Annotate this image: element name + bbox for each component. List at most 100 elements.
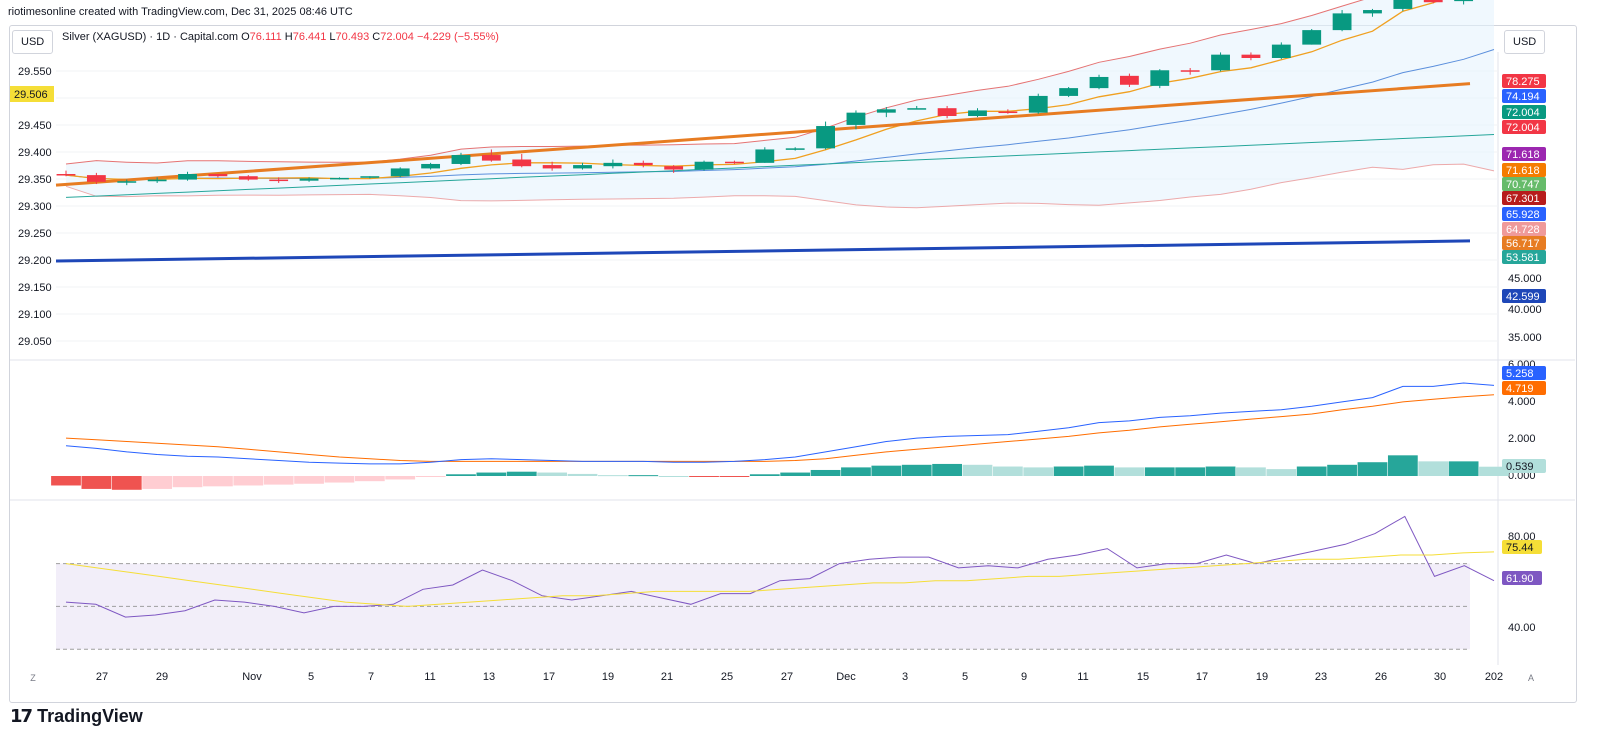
candle-body[interactable] [1393,0,1413,9]
candle-body[interactable] [512,159,532,167]
candle-body[interactable] [1211,54,1230,71]
x-axis-tick: 21 [661,671,673,683]
candle-body[interactable] [1423,0,1443,3]
macd-histogram-bar [567,473,598,476]
candle-body[interactable] [117,181,137,183]
macd-histogram-bar [385,476,416,480]
candle-body[interactable] [86,175,106,182]
macd-histogram-bar [1084,465,1114,476]
currency-left-button[interactable]: USD [12,30,54,54]
macd-histogram-bar [1296,466,1327,476]
ema-short-line [65,0,1443,181]
candle-body[interactable] [1150,70,1170,86]
candle-body[interactable] [1271,44,1291,58]
candle-body[interactable] [178,174,197,180]
candle-body[interactable] [1089,76,1109,89]
left-axis-tick: 29.550 [18,66,52,78]
macd-histogram-bar [780,472,811,476]
candle-body[interactable] [1454,0,1474,2]
candle-body[interactable] [1119,75,1139,85]
candle-body[interactable] [1180,70,1200,72]
macd-label: 4.719 [1506,383,1534,395]
candle-body[interactable] [481,155,501,161]
candle-body[interactable] [876,109,896,113]
symbol-title[interactable]: Silver (XAGUSD) · 1D · Capital.com [62,31,239,43]
price-label-bg [1502,105,1546,119]
left-axis-tick: 29.400 [18,147,52,159]
symbol-legend: Silver (XAGUSD) · 1D · Capital.com O76.1… [62,31,499,43]
candle-body[interactable] [785,148,805,150]
high-label: H [284,31,293,43]
candle-body[interactable] [208,174,228,177]
macd-histogram-bar [689,476,719,477]
candle-body[interactable] [816,126,835,149]
candle-body[interactable] [968,110,987,116]
candle-body[interactable] [451,155,471,164]
candle-body[interactable] [694,161,714,170]
macd-histogram-bar [51,476,81,486]
x-axis-tick: 17 [543,671,555,683]
candle-body[interactable] [299,178,319,181]
candle-body[interactable] [1241,54,1261,58]
candle-body[interactable] [725,161,744,164]
macd-histogram-bar [719,476,750,477]
left-axis-tick: 29.050 [18,336,52,348]
macd-histogram-bar [901,464,932,476]
price-label-bg [1502,163,1546,177]
candle-body[interactable] [907,108,927,110]
zoom-reset-icon[interactable]: Z [30,673,36,683]
x-axis-tick: 26 [1375,671,1387,683]
candle-body[interactable] [360,176,380,178]
macd-histogram-bar [1327,464,1357,476]
candle-body[interactable] [1332,13,1352,31]
rsi-label: 75.44 [1506,542,1534,554]
macd-histogram-bar [598,475,628,477]
ma-100-line [65,134,1495,198]
candle-body[interactable] [603,162,623,167]
left-axis-highlight-bg [10,86,54,102]
candle-body[interactable] [1363,10,1382,14]
rsi-label-bg [1502,540,1542,554]
candle-body[interactable] [937,108,957,116]
candle-body[interactable] [998,111,1018,114]
candle-body[interactable] [330,177,349,180]
candle-body[interactable] [147,179,167,182]
candle-body[interactable] [238,176,258,180]
candle-body[interactable] [846,112,866,125]
x-axis-tick: 15 [1137,671,1149,683]
candle-body[interactable] [755,149,775,163]
rsi-line [65,515,1495,618]
candle-body[interactable] [573,165,592,169]
auto-scale-icon[interactable]: A [1527,673,1534,683]
low-label: L [329,31,336,43]
macd-histogram-bar [932,463,962,476]
macd-histogram-bar [1387,455,1418,476]
macd-histogram-bar [172,476,203,488]
currency-right-button[interactable]: USD [1504,30,1546,54]
candle-body[interactable] [1028,95,1048,113]
candle-body[interactable] [269,179,289,182]
price-label-bg [1502,89,1546,103]
price-label-bg [1502,191,1546,205]
x-axis-tick: 9 [1021,671,1027,683]
price-label-bg [1502,74,1546,88]
candle-body[interactable] [421,163,441,169]
candle-body[interactable] [56,174,76,176]
candle-body[interactable] [542,165,562,169]
candle-body[interactable] [1302,30,1322,45]
candle-body[interactable] [390,168,410,177]
left-axis-tick: 29.450 [18,120,52,132]
x-axis-tick: 27 [96,671,108,683]
price-label: 65.928 [1506,209,1540,221]
x-axis-tick: 30 [1434,671,1446,683]
candle-body[interactable] [633,162,653,166]
x-axis-tick: Dec [836,671,856,683]
x-axis-tick: 5 [308,671,314,683]
candle-body[interactable] [1059,88,1079,96]
candle-body[interactable] [664,166,684,170]
bollinger-band-fill [66,0,1494,208]
price-label: 71.618 [1506,149,1540,161]
chart-canvas[interactable]: 29.55029.50029.45029.40029.35029.30029.2… [0,0,1600,705]
right-axis-tick: 45.000 [1508,273,1542,285]
left-axis-tick: 29.250 [18,228,52,240]
